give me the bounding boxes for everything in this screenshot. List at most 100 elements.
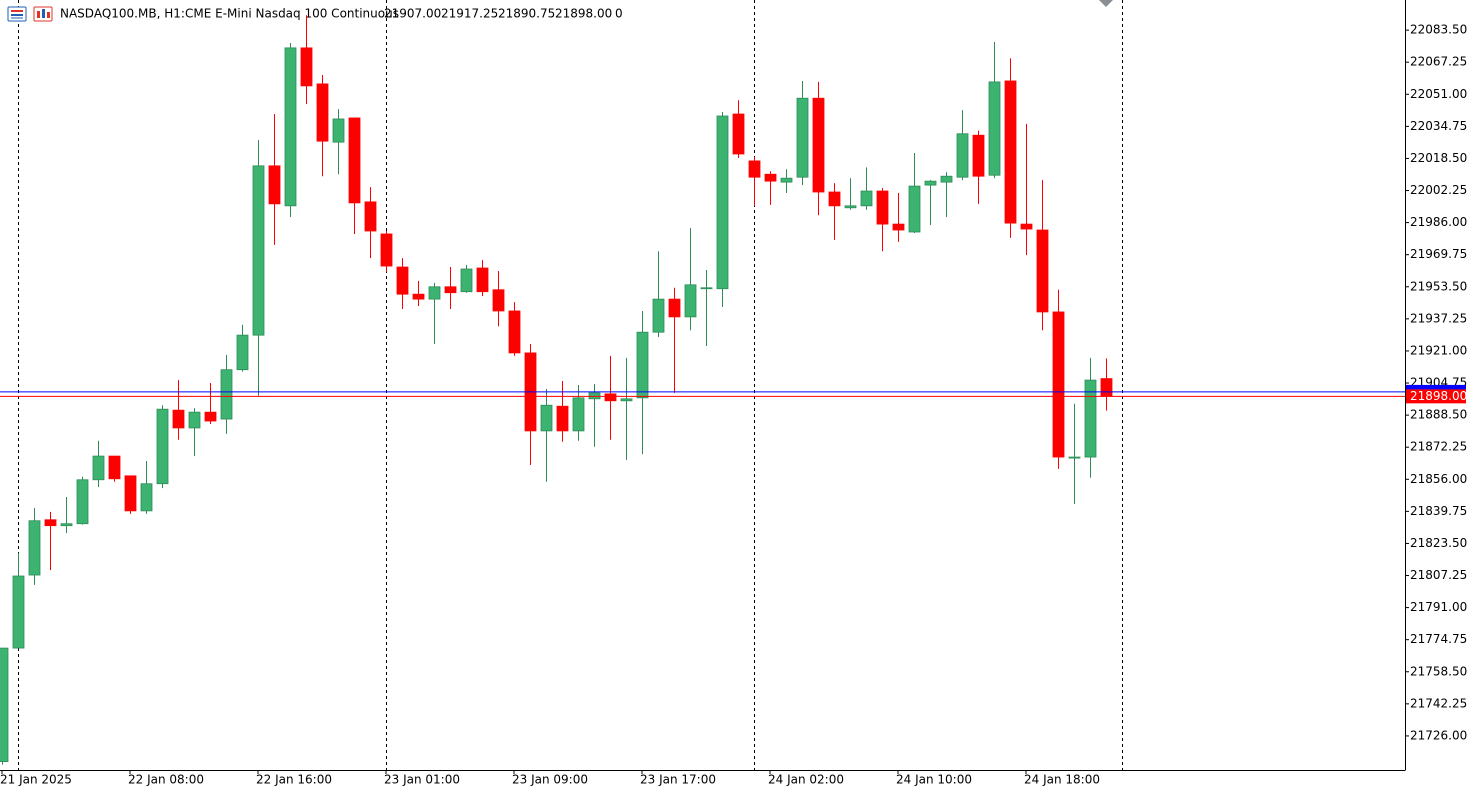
candle-body (12, 575, 25, 649)
candle-body (796, 97, 809, 178)
candle-body (924, 180, 937, 186)
candle-body (1100, 378, 1113, 397)
x-tick-label: 24 Jan 18:00 (1024, 773, 1100, 787)
candle-body (828, 191, 841, 207)
x-tick-label: 23 Jan 17:00 (640, 773, 716, 787)
y-tick-label: 21823.50 (1410, 536, 1467, 550)
candle-body (1020, 223, 1033, 230)
y-tick-label: 22002.25 (1410, 183, 1467, 197)
candle-body (1004, 80, 1017, 224)
candle-body (1084, 379, 1097, 458)
candle-body (156, 408, 169, 485)
candle-body (492, 289, 505, 312)
y-tick-label: 21986.00 (1410, 215, 1467, 229)
candle-body (364, 201, 377, 232)
candle-body (892, 223, 905, 231)
candle-body (188, 411, 201, 429)
candle-body (92, 455, 105, 481)
y-tick-label: 21888.50 (1410, 408, 1467, 422)
ohlc-low: 21890.75 (498, 7, 555, 21)
y-tick-label: 21856.00 (1410, 472, 1467, 486)
candle-body (0, 647, 9, 763)
candle-body (428, 286, 441, 300)
candles (0, 15, 1113, 765)
price-tag-label: 21898.00 (1410, 389, 1467, 403)
y-tick-label: 22083.50 (1410, 23, 1467, 37)
candle-body (572, 397, 585, 432)
y-tick-label: 21758.50 (1410, 664, 1467, 678)
y-tick-label: 22051.00 (1410, 87, 1467, 101)
x-tick-label: 21 Jan 2025 (0, 773, 72, 787)
y-tick-label: 21774.75 (1410, 632, 1467, 646)
candle-body (460, 268, 473, 293)
candle-body (908, 185, 921, 233)
y-tick-label: 21726.00 (1410, 728, 1467, 742)
x-tick-label: 23 Jan 01:00 (384, 773, 460, 787)
candle-body (476, 267, 489, 293)
x-tick-label: 24 Jan 10:00 (896, 773, 972, 787)
candle-body (556, 405, 569, 432)
candle-body (508, 310, 521, 354)
candle-body (988, 81, 1001, 176)
candle-body (284, 47, 297, 207)
y-tick-label: 21791.00 (1410, 600, 1467, 614)
candle-body (764, 173, 777, 182)
candle-body (268, 165, 281, 205)
y-tick-label: 21953.50 (1410, 279, 1467, 293)
candle-body (668, 298, 681, 318)
y-tick-label: 21742.25 (1410, 696, 1467, 710)
candle-body (140, 483, 153, 512)
shift-marker[interactable] (1099, 0, 1113, 7)
candle-body (540, 404, 553, 432)
candle-body (300, 47, 313, 87)
y-tick-label: 21937.25 (1410, 311, 1467, 325)
x-tick-label: 24 Jan 02:00 (768, 773, 844, 787)
x-tick-label: 23 Jan 09:00 (512, 773, 588, 787)
x-tick-label: 22 Jan 16:00 (256, 773, 332, 787)
header-icons (7, 6, 53, 22)
candle-body (380, 233, 393, 267)
price-tag (1406, 389, 1466, 404)
x-tick-label: 22 Jan 08:00 (128, 773, 204, 787)
y-tick-label: 21969.75 (1410, 247, 1467, 261)
candle-body (220, 369, 233, 420)
candle-body (444, 286, 457, 294)
candle-body (652, 298, 665, 333)
candle-body (732, 113, 745, 155)
candle-body (812, 97, 825, 193)
icon-part (37, 11, 40, 18)
candle-body (860, 190, 873, 207)
candle-body (412, 293, 425, 300)
candle-body (604, 393, 617, 402)
y-tick-label: 22018.50 (1410, 151, 1467, 165)
candle-body (1052, 311, 1065, 458)
candle-body (716, 115, 729, 290)
candle-body (60, 523, 73, 527)
description: CME E-Mini Nasdaq 100 Continuous (185, 7, 399, 21)
y-tick-label: 21807.25 (1410, 568, 1467, 582)
candle-body (748, 160, 761, 178)
candle-body (940, 175, 953, 183)
candle-body (252, 165, 265, 336)
icon-part (47, 12, 50, 18)
candle-body (172, 409, 185, 429)
header: NASDAQ100.MB, H1: CME E-Mini Nasdaq 100 … (60, 7, 623, 21)
symbol: NASDAQ100.MB, H1: (60, 7, 185, 21)
candle-body (236, 334, 249, 371)
candle-body (44, 519, 57, 527)
candle-body (332, 118, 345, 143)
candle-body (972, 134, 985, 177)
y-tick-label: 22034.75 (1410, 119, 1467, 133)
candle-body (348, 117, 361, 204)
candle-body (700, 287, 713, 290)
candle-body (124, 475, 137, 512)
icon-part (42, 9, 45, 18)
candle-body (956, 133, 969, 178)
volume: 0 (615, 7, 623, 21)
candle-body (396, 266, 409, 295)
ohlc-open: 21907.00 (384, 7, 441, 21)
ohlc-high: 21917.25 (441, 7, 498, 21)
candle-body (876, 190, 889, 225)
candle-body (108, 455, 121, 480)
